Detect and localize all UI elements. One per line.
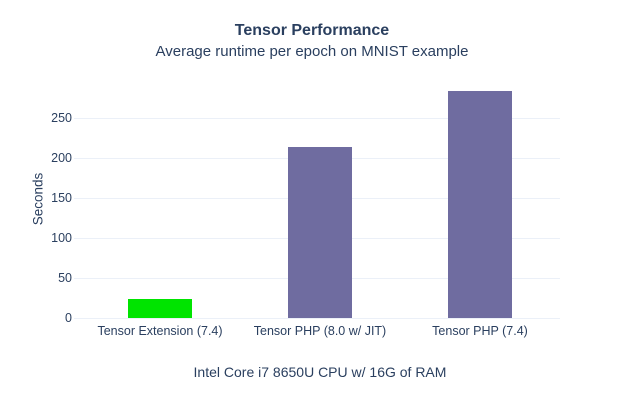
chart-subtitle: Average runtime per epoch on MNIST examp… xyxy=(155,43,469,60)
x-tick-label: Tensor PHP (7.4) xyxy=(432,324,528,338)
y-tick-label: 100 xyxy=(51,230,72,245)
x-axis-title: Intel Core i7 8650U CPU w/ 16G of RAM xyxy=(193,364,447,380)
bar-1[interactable] xyxy=(288,147,352,318)
chart-title: Tensor Performance xyxy=(234,22,390,39)
y-tick-label: 50 xyxy=(58,270,72,285)
y-tick-label: 250 xyxy=(51,110,72,125)
gridline-y-5 xyxy=(74,117,560,119)
x-tick-label: Tensor PHP (8.0 w/ JIT) xyxy=(253,324,387,338)
bar-2[interactable] xyxy=(448,91,512,318)
x-tick-label: Tensor Extension (7.4) xyxy=(97,324,223,338)
y-tick-label: 200 xyxy=(51,150,72,165)
bar-0[interactable] xyxy=(128,298,192,318)
y-tick-label: 0 xyxy=(65,310,72,325)
y-tick-label: 150 xyxy=(51,190,72,205)
gridline-y-0 xyxy=(74,317,560,319)
plot-area: 0 50 100 150 200 250 Tensor Extension (7.4) Ten… xyxy=(51,80,560,338)
